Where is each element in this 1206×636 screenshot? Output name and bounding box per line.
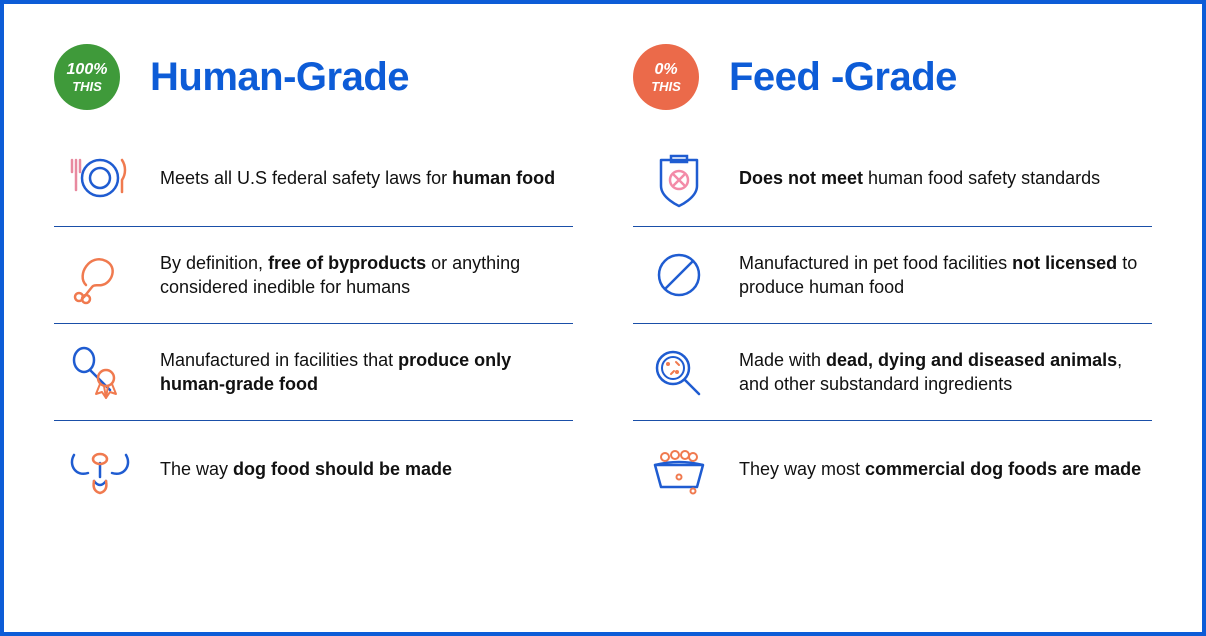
row-text: Meets all U.S federal safety laws for hu… <box>160 166 573 190</box>
list-item: Made with dead, dying and diseased anima… <box>633 324 1152 421</box>
badge-label: THIS <box>651 80 681 93</box>
row-text: By definition, free of byproducts or any… <box>160 251 573 300</box>
badge-percent: 100% <box>67 62 108 78</box>
prohibit-icon <box>643 247 715 303</box>
right-column: 0% THIS Feed -Grade Does not meet human … <box>633 44 1152 592</box>
list-item: Manufactured in pet food facilities not … <box>633 227 1152 324</box>
shield-x-icon <box>643 150 715 206</box>
list-item: Manufactured in facilities that produce … <box>54 324 573 421</box>
right-title: Feed -Grade <box>729 55 957 100</box>
row-text: The way dog food should be made <box>160 457 573 481</box>
left-header: 100% THIS Human-Grade <box>54 44 573 110</box>
list-item: Does not meet human food safety standard… <box>633 130 1152 227</box>
dog-snout-icon <box>64 441 136 497</box>
petri-dish-icon <box>643 344 715 400</box>
row-text: Does not meet human food safety standard… <box>739 166 1152 190</box>
plate-utensils-icon <box>64 150 136 206</box>
award-spoon-icon <box>64 344 136 400</box>
badge-100: 100% THIS <box>54 44 120 110</box>
list-item: They way most commercial dog foods are m… <box>633 421 1152 517</box>
left-title: Human-Grade <box>150 55 409 100</box>
list-item: Meets all U.S federal safety laws for hu… <box>54 130 573 227</box>
dog-bowl-icon <box>643 441 715 497</box>
badge-label: THIS <box>72 80 102 93</box>
list-item: By definition, free of byproducts or any… <box>54 227 573 324</box>
badge-percent: 0% <box>654 62 677 78</box>
list-item: The way dog food should be made <box>54 421 573 517</box>
infographic-frame: 100% THIS Human-Grade Meets all U.S fede… <box>0 0 1206 636</box>
badge-0: 0% THIS <box>633 44 699 110</box>
right-header: 0% THIS Feed -Grade <box>633 44 1152 110</box>
left-column: 100% THIS Human-Grade Meets all U.S fede… <box>54 44 573 592</box>
row-text: Manufactured in pet food facilities not … <box>739 251 1152 300</box>
row-text: Manufactured in facilities that produce … <box>160 348 573 397</box>
row-text: Made with dead, dying and diseased anima… <box>739 348 1152 397</box>
drumstick-icon <box>64 247 136 303</box>
row-text: They way most commercial dog foods are m… <box>739 457 1152 481</box>
